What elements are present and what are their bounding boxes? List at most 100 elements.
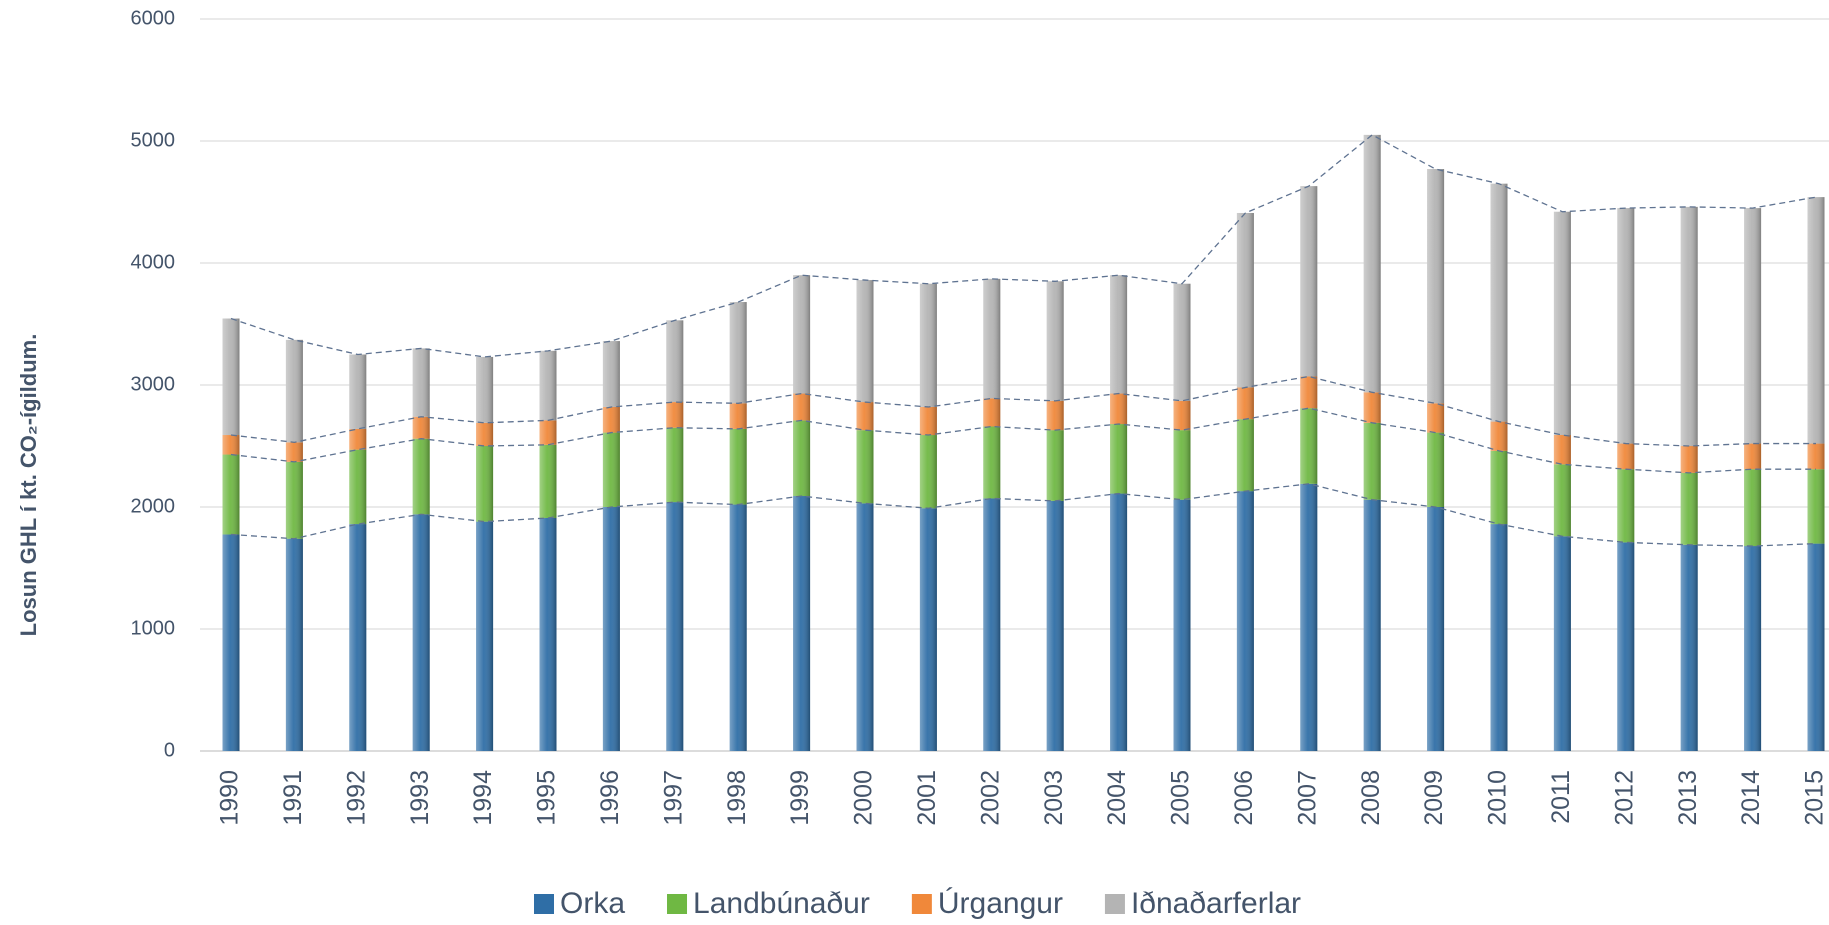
bar-shine [983,398,1001,427]
x-tick-label: 2005 [1167,770,1195,826]
y-tick-label: 0 [164,739,175,761]
bar-shine [1173,283,1191,401]
bar-shine [602,432,620,507]
bar-shine [285,442,303,462]
bar-shine [539,444,557,518]
stack-line [230,407,1816,474]
x-tick-label: 2000 [850,770,878,826]
bar-shine [1173,400,1191,431]
x-tick-label: 1998 [723,770,751,826]
x-tick-label: 1991 [279,770,307,826]
y-tick-label: 3000 [131,373,176,395]
bar-shine [412,416,430,439]
x-tick-label: 2014 [1737,770,1765,826]
bar-shine [729,504,747,751]
x-tick-label: 1999 [786,770,814,826]
bar-shine [1807,443,1825,470]
x-tick-label: 1990 [216,770,244,826]
bar-shine [1807,543,1825,751]
bar-shine [1300,483,1318,751]
legend-label: Úrgangur [938,887,1063,920]
bar-shine [666,320,684,403]
bar-shine [919,435,937,509]
x-tick-label: 2004 [1103,770,1131,826]
bar-shine [1110,393,1128,425]
bar-shine [1236,212,1254,388]
stack-line [230,375,1816,447]
bar-shine [1553,536,1571,751]
x-tick-label: 2008 [1357,770,1385,826]
x-tick-label: 2009 [1420,770,1448,826]
x-tick-label: 2012 [1610,770,1638,826]
bar-shine [1427,403,1445,433]
x-tick-label: 1993 [406,770,434,826]
legend-swatch [667,894,688,914]
bar-shine [1236,419,1254,492]
bar-shine [539,420,557,445]
bar-shine [1617,443,1635,470]
bar-shine [412,348,430,417]
y-tick-label: 1000 [131,617,176,639]
bar-shine [983,426,1001,499]
x-tick-label: 2003 [1040,770,1068,826]
bar-shine [1490,524,1508,751]
x-tick-label: 2002 [976,770,1004,826]
bar-shine [1680,446,1698,473]
bar-shine [1553,435,1571,465]
bar-shine [1680,544,1698,751]
stack-line [230,483,1817,547]
bar-shine [1300,376,1318,409]
legend-swatch [911,894,932,914]
bar-shine [222,454,240,535]
bar-shine [1680,206,1698,446]
bar-shine [1110,493,1128,751]
bar-shine [222,435,240,455]
bar-shine [729,428,747,505]
bar-shine [793,496,811,751]
bar-shine [1173,430,1191,500]
bar-shine [285,461,303,539]
bar-shine [983,278,1001,399]
bar-shine [1680,472,1698,545]
bar-shine [1553,211,1571,436]
x-tick-label: 1994 [469,770,497,826]
y-tick-label: 5000 [131,129,176,151]
bar-shine [1744,469,1762,547]
bar-shine [1553,464,1571,537]
bar-shine [793,393,811,421]
bar-shine [666,502,684,751]
bar-shine [285,538,303,751]
bar-shine [1363,392,1381,423]
x-tick-label: 2015 [1801,770,1829,826]
bar-shine [539,350,557,421]
bar-shine [1617,208,1635,444]
bar-shine [285,339,303,443]
bar-shine [729,403,747,429]
bar-shine [476,521,494,751]
bar-shine [1490,421,1508,451]
bar-shine [856,430,874,504]
x-tick-label: 2007 [1293,770,1321,826]
bar-shine [476,422,494,446]
legend-swatch [534,894,554,914]
legend-swatch [1104,894,1125,914]
x-tick-label: 2010 [1484,770,1512,826]
y-tick-label: 4000 [131,251,176,273]
x-tick-label: 2001 [913,770,941,826]
bar-shine [349,449,367,525]
bar-shine [349,524,367,751]
bar-shine [1744,443,1762,470]
bar-shine [856,402,874,431]
bar-shine [602,507,620,751]
x-tick-label: 2013 [1674,770,1702,826]
bar-shine [1427,169,1445,404]
bar-shine [1046,281,1064,401]
bar-shine [919,406,937,436]
bar-shine [1363,422,1381,500]
legend-label: Iðnaðarferlar [1131,887,1301,920]
bar-shine [856,280,874,403]
legend-label: Orka [560,887,625,920]
bar-shine [222,318,240,436]
bar-shine [1300,186,1318,377]
bar-shine [666,402,684,428]
